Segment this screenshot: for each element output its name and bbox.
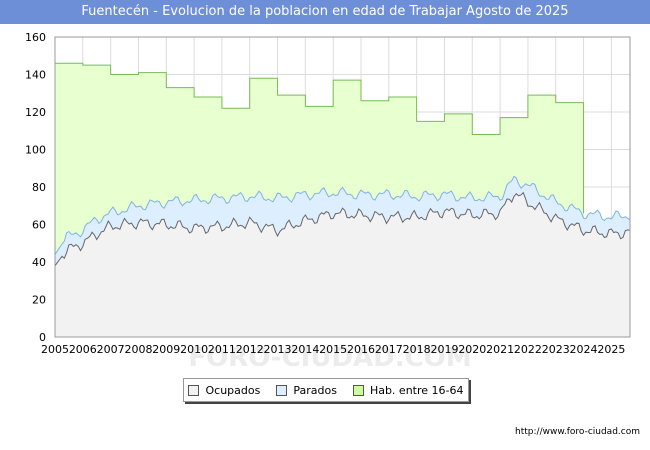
x-tick-label: 2018 [403,343,431,356]
x-tick-label: 2024 [570,343,598,356]
x-tick-label: 2011 [208,343,236,356]
legend: Ocupados Parados Hab. entre 16-64 [183,378,469,402]
legend-item-hab: Hab. entre 16-64 [352,383,464,397]
x-axis: 2005 2006 2007 2008 2009 2010 2011 2012 2013 2014… [41,343,625,356]
y-tick-label: 160 [25,31,46,44]
legend-label-ocupados: Ocupados [205,383,261,397]
x-tick-label: 2006 [69,343,97,356]
x-tick-label: 2019 [430,343,458,356]
x-tick-label: 2020 [458,343,486,356]
x-tick-label: 2009 [152,343,180,356]
x-tick-label: 2025 [597,343,625,356]
x-tick-label: 2015 [319,343,347,356]
y-tick-label: 60 [32,219,46,232]
x-tick-label: 2007 [97,343,125,356]
watermark: FORO-CIUDAD.COM [188,343,471,373]
x-tick-label: 2005 [41,343,69,356]
plot-areas [54,62,631,337]
legend-swatch-parados [276,384,288,396]
legend-item-parados: Parados [276,384,337,397]
y-tick-label: 100 [25,144,46,157]
legend-swatch-hab [352,384,364,396]
source-link[interactable]: http://www.foro-ciudad.com [515,427,640,437]
x-tick-label: 2016 [347,343,375,356]
x-tick-label: 2022 [514,343,542,356]
y-tick-label: 20 [32,294,46,307]
legend-label-parados: Parados [293,383,337,397]
y-tick-label: 0 [39,331,46,344]
legend-label-hab: Hab. entre 16-64 [369,383,464,397]
area-ocupados [55,192,630,337]
x-tick-label: 2021 [486,343,514,356]
x-tick-label: 2014 [291,343,319,356]
x-tick-label: 2023 [542,343,570,356]
x-tick-label: 2013 [264,343,292,356]
x-tick-label: 2012 [236,343,264,356]
legend-item-ocupados: Ocupados [188,384,260,397]
line-parados [54,175,631,255]
chart-title: Fuentecén - Evolucion de la poblacion en… [0,0,650,24]
line-hab [55,62,585,214]
y-tick-label: 40 [32,256,46,269]
plot-frame [54,36,631,338]
x-tick-label: 2008 [124,343,152,356]
y-tick-label: 140 [25,69,46,82]
legend-swatch-ocupados [188,384,200,396]
y-tick-label: 80 [32,181,46,194]
line-ocupados [54,191,630,267]
y-axis: 0 20 40 60 80 100 120 140 160 [25,31,46,344]
x-tick-label: 2010 [180,343,208,356]
y-tick-label: 120 [25,106,46,119]
x-tick-label: 2017 [375,343,403,356]
